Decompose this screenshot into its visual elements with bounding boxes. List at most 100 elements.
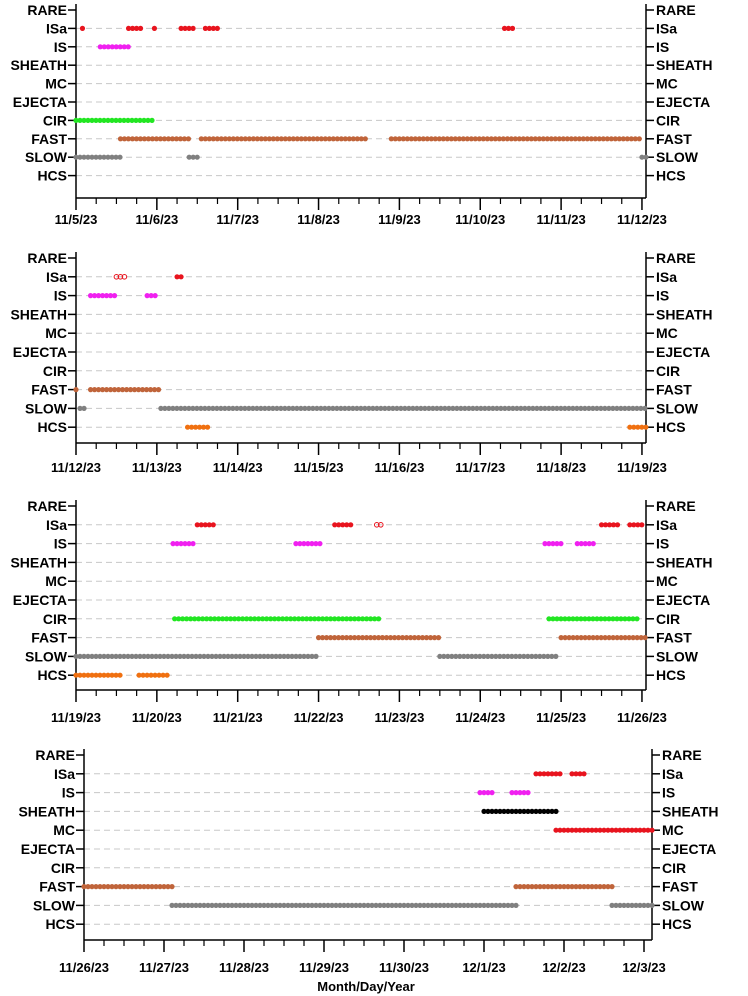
- data-point-slow: [133, 653, 139, 660]
- data-point-slow: [458, 405, 464, 411]
- data-point-mc: [609, 827, 615, 833]
- data-point-isa: [581, 771, 587, 777]
- y-label-left-ejecta: EJECTA: [21, 841, 75, 857]
- data-point-fast: [270, 136, 276, 142]
- data-point-slow: [205, 902, 211, 909]
- y-label-left-mc: MC: [45, 573, 67, 589]
- data-point-is: [578, 541, 584, 547]
- data-point-slow: [318, 405, 324, 411]
- data-point-fast: [151, 387, 158, 393]
- data-point-fast: [400, 136, 406, 142]
- data-point-hcs: [188, 424, 195, 430]
- data-point-slow: [294, 405, 300, 411]
- data-point-slow: [81, 405, 87, 411]
- x-axis-title: Month/Day/Year: [317, 979, 415, 994]
- data-point-slow: [474, 405, 480, 411]
- data-point-mc: [573, 827, 579, 833]
- data-point-cir: [558, 616, 564, 622]
- data-point-slow: [461, 902, 467, 909]
- data-point-cir: [364, 616, 370, 622]
- data-point-slow: [462, 405, 468, 411]
- data-point-fast: [634, 635, 640, 641]
- data-point-slow: [297, 653, 303, 660]
- data-point-fast: [358, 136, 364, 142]
- data-point-hcs: [204, 424, 211, 430]
- data-point-cir: [77, 117, 83, 123]
- y-label-left-ejecta: EJECTA: [13, 344, 67, 360]
- data-point-isa: [573, 771, 579, 777]
- data-point-fast: [590, 635, 596, 641]
- data-point-fast: [544, 136, 550, 142]
- data-point-cir: [137, 117, 143, 123]
- data-point-hcs: [136, 672, 142, 678]
- data-point-sheath: [545, 808, 551, 815]
- data-point-fast: [407, 635, 414, 641]
- data-point-slow: [517, 653, 523, 660]
- data-point-fast: [363, 635, 370, 641]
- data-point-slow: [558, 405, 564, 411]
- data-point-slow: [525, 653, 531, 660]
- y-label-right-sheath: SHEATH: [656, 57, 713, 73]
- data-point-slow: [209, 902, 215, 909]
- y-label-left-isa: ISa: [46, 269, 67, 285]
- data-point-slow: [533, 653, 539, 660]
- data-point-fast: [569, 884, 575, 890]
- data-point-fast: [145, 884, 151, 890]
- data-point-fast: [371, 635, 378, 641]
- data-point-slow: [469, 902, 475, 909]
- data-point-slow: [545, 653, 551, 660]
- data-point-isa: [635, 522, 641, 528]
- data-point-hcs: [184, 424, 191, 430]
- y-label-right-fast: FAST: [656, 131, 692, 147]
- y-label-left-rare: RARE: [27, 250, 67, 266]
- data-point-isa: [117, 274, 124, 280]
- y-label-right-isa: ISa: [662, 766, 683, 782]
- data-point-cir: [622, 616, 628, 622]
- data-point-slow: [338, 405, 344, 411]
- data-point-fast: [125, 884, 131, 890]
- data-point-fast: [456, 136, 462, 142]
- data-point-fast: [343, 635, 350, 641]
- data-point-fast: [290, 136, 296, 142]
- data-point-isa: [557, 771, 563, 777]
- data-point-cir: [328, 616, 334, 622]
- data-point-sheath: [553, 808, 559, 815]
- data-point-slow: [402, 405, 408, 411]
- data-point-cir: [176, 616, 182, 622]
- data-point-slow: [409, 902, 415, 909]
- data-point-slow: [546, 405, 552, 411]
- data-point-slow: [170, 405, 176, 411]
- data-point-slow: [257, 653, 263, 660]
- data-point-slow: [578, 405, 584, 411]
- data-point-slow: [317, 902, 323, 909]
- data-point-slow: [522, 405, 528, 411]
- y-label-left-ejecta: EJECTA: [13, 94, 67, 110]
- data-point-fast: [464, 136, 470, 142]
- x-tick-label: 11/12/23: [617, 212, 667, 227]
- data-point-fast: [618, 635, 624, 641]
- data-point-fast: [310, 136, 316, 142]
- y-label-left-ejecta: EJECTA: [13, 592, 67, 608]
- data-point-fast: [576, 136, 582, 142]
- data-point-slow: [398, 405, 404, 411]
- data-point-slow: [358, 405, 364, 411]
- x-tick-label: 11/26/23: [59, 960, 109, 975]
- data-point-hcs: [196, 424, 203, 430]
- data-point-slow: [93, 154, 99, 160]
- data-point-slow: [89, 154, 95, 160]
- data-point-slow: [257, 902, 263, 909]
- y-label-left-isa: ISa: [46, 20, 67, 36]
- data-point-fast: [581, 884, 587, 890]
- data-point-hcs: [109, 672, 115, 678]
- y-label-left-is: IS: [62, 785, 75, 801]
- data-point-fast: [620, 136, 626, 142]
- data-point-slow: [157, 653, 163, 660]
- data-point-fast: [347, 635, 354, 641]
- data-point-slow: [434, 405, 440, 411]
- data-point-slow: [362, 405, 368, 411]
- data-point-slow: [361, 902, 367, 909]
- data-point-is: [95, 293, 102, 299]
- data-point-cir: [117, 117, 123, 123]
- data-point-fast: [322, 136, 328, 142]
- data-point-isa: [549, 771, 555, 777]
